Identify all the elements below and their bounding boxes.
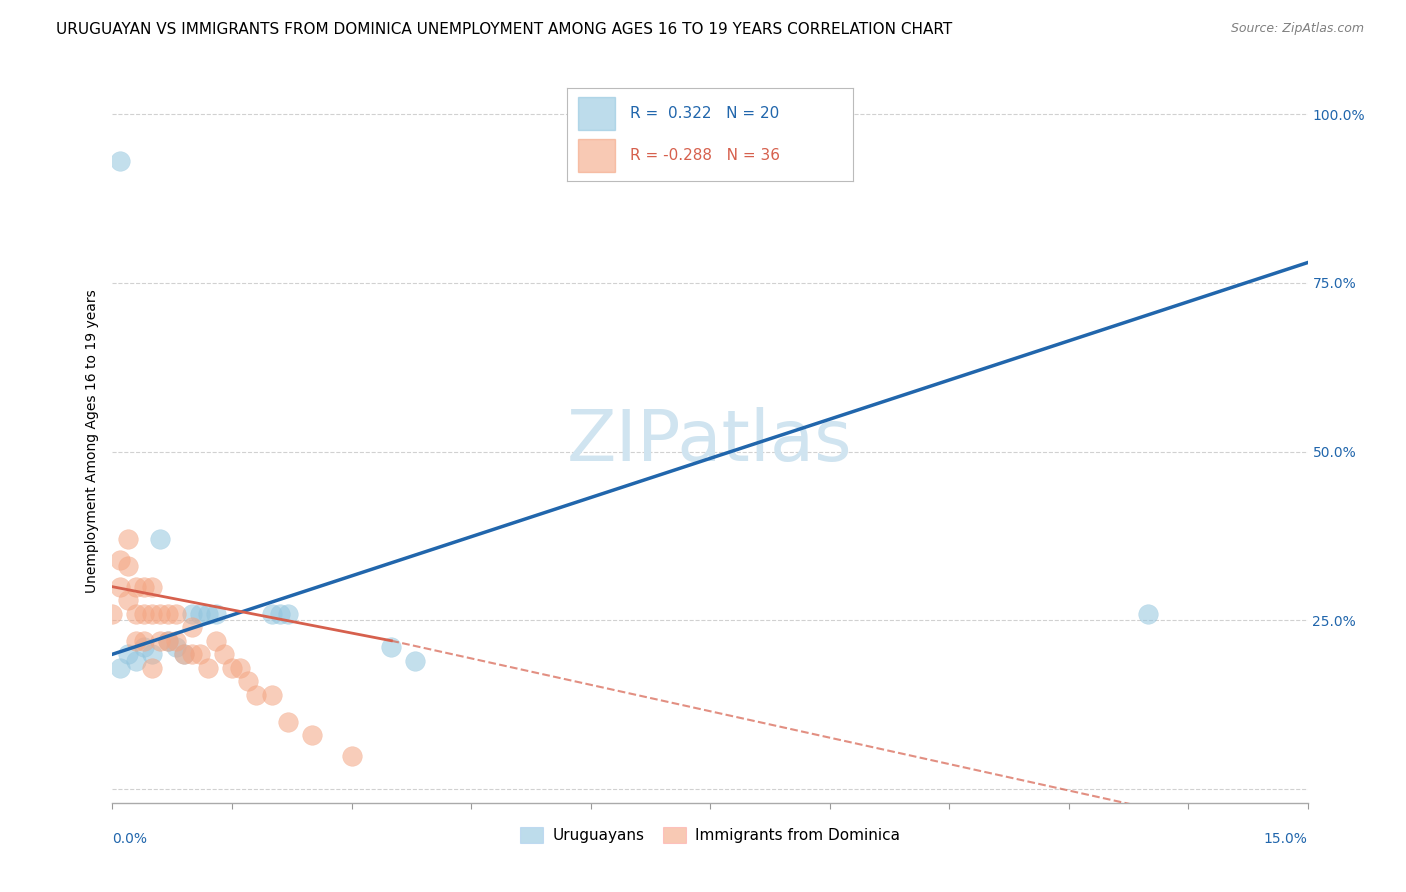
- Text: 15.0%: 15.0%: [1264, 831, 1308, 846]
- Point: [205, 633, 228, 648]
- Text: 0.0%: 0.0%: [112, 831, 148, 846]
- Point: [165, 633, 187, 648]
- Point: [165, 640, 187, 655]
- Point: [134, 640, 156, 655]
- Point: [245, 688, 267, 702]
- Text: URUGUAYAN VS IMMIGRANTS FROM DOMINICA UNEMPLOYMENT AMONG AGES 16 TO 19 YEARS COR: URUGUAYAN VS IMMIGRANTS FROM DOMINICA UN…: [56, 22, 952, 37]
- Point: [125, 580, 148, 594]
- Point: [181, 607, 204, 621]
- Point: [173, 647, 195, 661]
- Text: Source: ZipAtlas.com: Source: ZipAtlas.com: [1230, 22, 1364, 36]
- Point: [260, 607, 283, 621]
- Point: [125, 607, 148, 621]
- Point: [236, 674, 259, 689]
- Point: [110, 552, 132, 566]
- Point: [269, 607, 291, 621]
- Y-axis label: Unemployment Among Ages 16 to 19 years: Unemployment Among Ages 16 to 19 years: [84, 290, 98, 593]
- Point: [340, 748, 363, 763]
- Point: [301, 728, 323, 742]
- Point: [117, 533, 139, 547]
- Point: [229, 661, 252, 675]
- Point: [181, 620, 204, 634]
- Point: [134, 633, 156, 648]
- Point: [117, 647, 139, 661]
- Point: [141, 607, 163, 621]
- Point: [260, 688, 283, 702]
- Point: [157, 607, 180, 621]
- Point: [110, 661, 132, 675]
- Legend: Uruguayans, Immigrants from Dominica: Uruguayans, Immigrants from Dominica: [515, 822, 905, 849]
- Point: [141, 647, 163, 661]
- Point: [188, 647, 211, 661]
- Point: [188, 607, 211, 621]
- Point: [157, 633, 180, 648]
- Point: [221, 661, 243, 675]
- Point: [141, 580, 163, 594]
- Point: [134, 580, 156, 594]
- Point: [149, 533, 172, 547]
- Point: [197, 607, 219, 621]
- Point: [125, 633, 148, 648]
- Point: [157, 633, 180, 648]
- Point: [141, 661, 163, 675]
- Point: [149, 633, 172, 648]
- Point: [165, 607, 187, 621]
- Point: [277, 607, 299, 621]
- Point: [134, 607, 156, 621]
- Text: ZIPatlas: ZIPatlas: [567, 407, 853, 476]
- Point: [117, 559, 139, 574]
- Point: [197, 661, 219, 675]
- Point: [173, 647, 195, 661]
- Point: [1137, 607, 1160, 621]
- Point: [380, 640, 402, 655]
- Point: [277, 714, 299, 729]
- Point: [101, 607, 124, 621]
- Point: [205, 607, 228, 621]
- Point: [110, 580, 132, 594]
- Point: [181, 647, 204, 661]
- Point: [125, 654, 148, 668]
- Point: [404, 654, 426, 668]
- Point: [149, 607, 172, 621]
- Point: [110, 154, 132, 169]
- Point: [117, 593, 139, 607]
- Point: [212, 647, 235, 661]
